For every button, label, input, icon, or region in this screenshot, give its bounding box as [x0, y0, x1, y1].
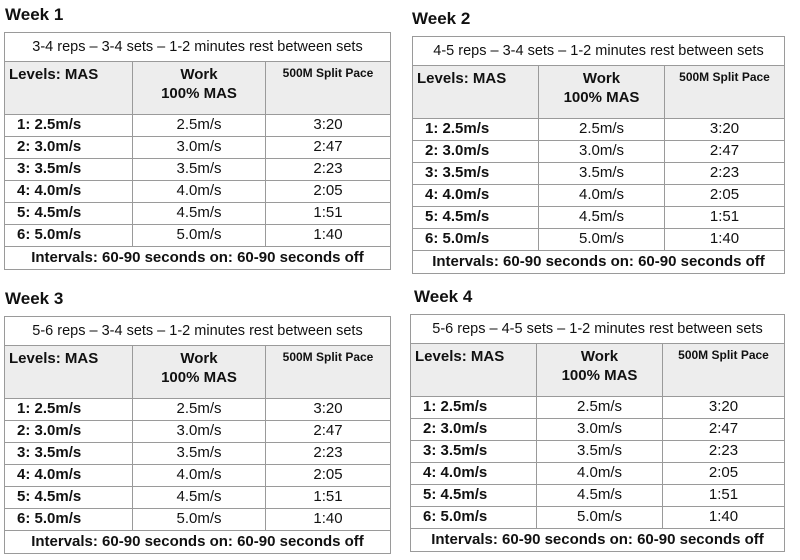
table-row: 1: 2.5m/s 2.5m/s 3:20: [412, 118, 785, 141]
week-1-intervals-note: Intervals: 60-90 seconds on: 60-90 secon…: [4, 246, 391, 270]
split-pace-header: 500M Split Pace: [265, 61, 391, 115]
table-row: 6: 5.0m/s 5.0m/s 1:40: [4, 224, 391, 247]
work-header: Work 100% MAS: [538, 65, 665, 119]
table-row: 6: 5.0m/s 5.0m/s 1:40: [410, 506, 785, 529]
week-3-table: 5-6 reps – 3-4 sets – 1-2 minutes rest b…: [4, 316, 391, 554]
table-row: 2: 3.0m/s 3.0m/s 2:47: [4, 420, 391, 443]
levels-header: Levels: MAS: [412, 65, 539, 119]
week-2-intervals-note: Intervals: 60-90 seconds on: 60-90 secon…: [412, 250, 785, 274]
table-row: 4: 4.0m/s 4.0m/s 2:05: [412, 184, 785, 207]
table-row: 2: 3.0m/s 3.0m/s 2:47: [412, 140, 785, 163]
week-3-intervals-note: Intervals: 60-90 seconds on: 60-90 secon…: [4, 530, 391, 554]
week-3-title: Week 3: [5, 289, 64, 308]
table-row: 4: 4.0m/s 4.0m/s 2:05: [410, 462, 785, 485]
table-row: 3: 3.5m/s 3.5m/s 2:23: [410, 440, 785, 463]
table-row: 3: 3.5m/s 3.5m/s 2:23: [4, 158, 391, 181]
work-header: Work 100% MAS: [132, 345, 266, 399]
table-row: 4: 4.0m/s 4.0m/s 2:05: [4, 180, 391, 203]
split-pace-header: 500M Split Pace: [265, 345, 391, 399]
split-pace-header: 500M Split Pace: [664, 65, 785, 119]
table-row: 4: 4.0m/s 4.0m/s 2:05: [4, 464, 391, 487]
table-row: 6: 5.0m/s 5.0m/s 1:40: [412, 228, 785, 251]
table-row: 5: 4.5m/s 4.5m/s 1:51: [412, 206, 785, 229]
table-row: 2: 3.0m/s 3.0m/s 2:47: [410, 418, 785, 441]
week-4-description: 5-6 reps – 4-5 sets – 1-2 minutes rest b…: [410, 314, 785, 344]
levels-header: Levels: MAS: [4, 61, 133, 115]
week-3-description: 5-6 reps – 3-4 sets – 1-2 minutes rest b…: [4, 316, 391, 346]
table-row: 6: 5.0m/s 5.0m/s 1:40: [4, 508, 391, 531]
table-row: 5: 4.5m/s 4.5m/s 1:51: [4, 202, 391, 225]
table-row: 2: 3.0m/s 3.0m/s 2:47: [4, 136, 391, 159]
table-row: 5: 4.5m/s 4.5m/s 1:51: [4, 486, 391, 509]
week-2-title: Week 2: [412, 9, 471, 28]
table-row: 5: 4.5m/s 4.5m/s 1:51: [410, 484, 785, 507]
split-pace-header: 500M Split Pace: [662, 343, 785, 397]
week-1-table: 3-4 reps – 3-4 sets – 1-2 minutes rest b…: [4, 32, 391, 270]
table-row: 1: 2.5m/s 2.5m/s 3:20: [410, 396, 785, 419]
week-2-table: 4-5 reps – 3-4 sets – 1-2 minutes rest b…: [412, 36, 785, 274]
table-row: 3: 3.5m/s 3.5m/s 2:23: [4, 442, 391, 465]
week-1-title: Week 1: [5, 5, 64, 24]
work-header: Work 100% MAS: [132, 61, 266, 115]
week-4-intervals-note: Intervals: 60-90 seconds on: 60-90 secon…: [410, 528, 785, 552]
work-header: Work 100% MAS: [536, 343, 663, 397]
levels-header: Levels: MAS: [410, 343, 537, 397]
week-1-description: 3-4 reps – 3-4 sets – 1-2 minutes rest b…: [4, 32, 391, 62]
week-4-table: 5-6 reps – 4-5 sets – 1-2 minutes rest b…: [410, 314, 785, 552]
week-2-description: 4-5 reps – 3-4 sets – 1-2 minutes rest b…: [412, 36, 785, 66]
table-row: 1: 2.5m/s 2.5m/s 3:20: [4, 114, 391, 137]
table-row: 3: 3.5m/s 3.5m/s 2:23: [412, 162, 785, 185]
levels-header: Levels: MAS: [4, 345, 133, 399]
table-row: 1: 2.5m/s 2.5m/s 3:20: [4, 398, 391, 421]
week-4-title: Week 4: [414, 287, 473, 306]
